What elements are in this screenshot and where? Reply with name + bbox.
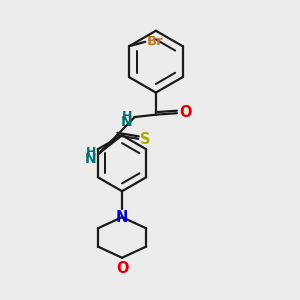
Text: N: N [116,210,128,225]
Text: O: O [179,105,192,120]
Text: Br: Br [147,35,164,48]
Text: H: H [86,146,96,159]
Text: N: N [85,152,96,166]
Text: S: S [140,133,151,148]
Text: H: H [122,110,132,123]
Text: N: N [121,115,132,129]
Text: O: O [116,261,128,276]
